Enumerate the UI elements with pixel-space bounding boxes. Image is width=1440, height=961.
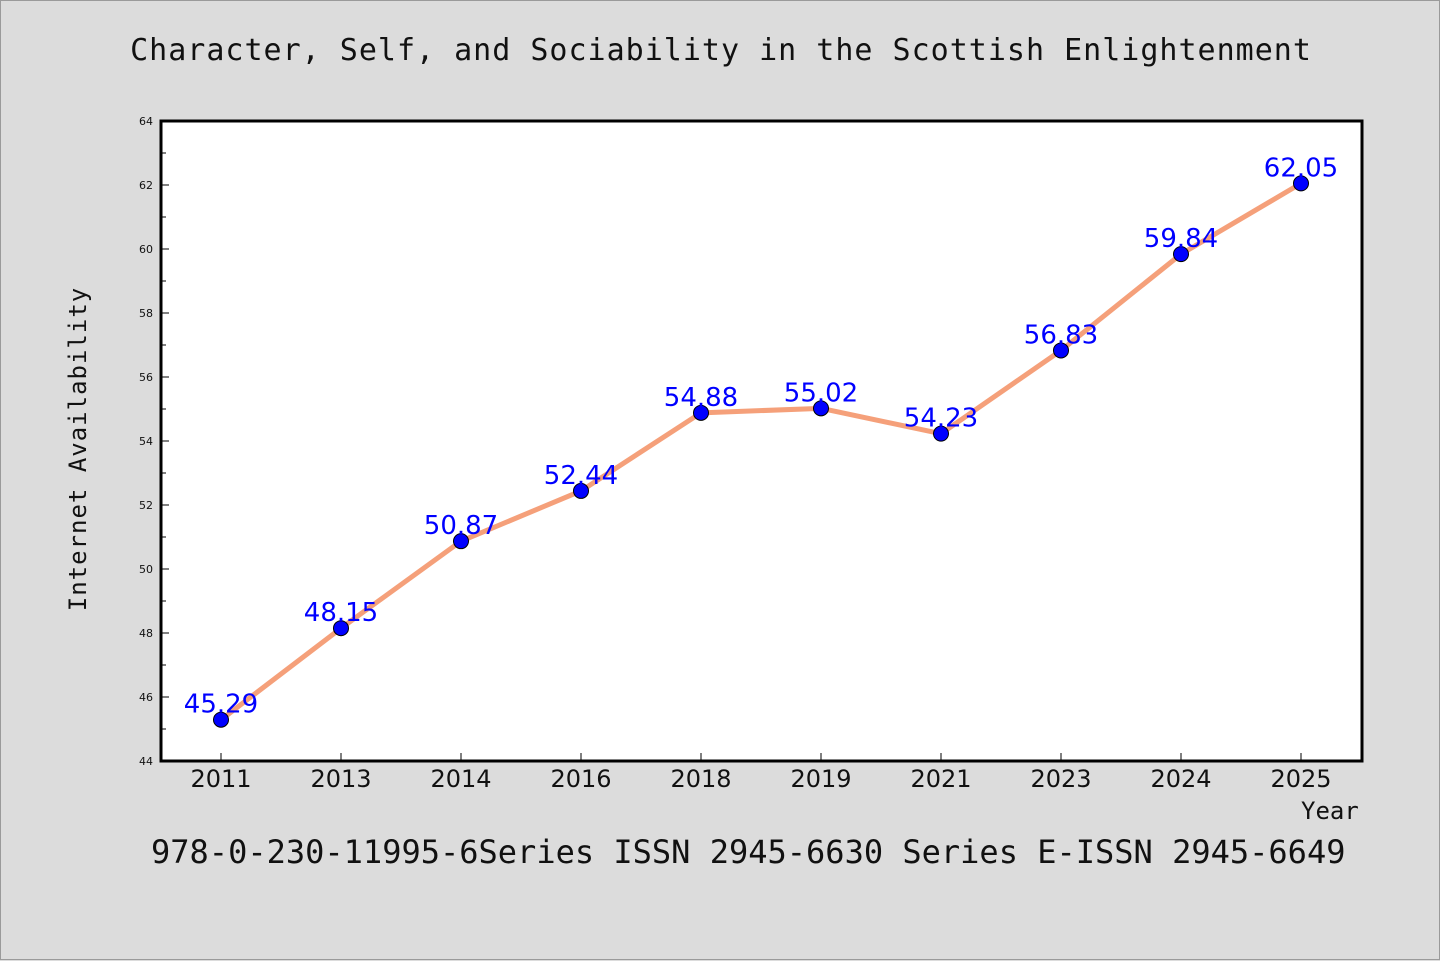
- y-axis-label: Internet Availability: [64, 286, 92, 612]
- data-label: 50.87: [424, 511, 498, 541]
- data-point: [1053, 342, 1069, 359]
- y-tick-label: 50: [139, 563, 153, 576]
- y-axis: 44 46 48 50 52 54 56 58 60 62 64: [139, 115, 169, 768]
- data-point: [693, 404, 709, 421]
- plot-area: [161, 121, 1362, 761]
- x-tick-label: 2025: [1270, 765, 1331, 793]
- data-label: 48.15: [304, 598, 378, 628]
- data-point: [933, 425, 949, 442]
- data-label: 59.84: [1144, 224, 1218, 254]
- x-tick-label: 2019: [790, 765, 851, 793]
- data-label: 52.44: [544, 461, 618, 491]
- data-point: [813, 400, 829, 417]
- y-tick-label: 52: [139, 499, 153, 512]
- chart-title: Character, Self, and Sociability in the …: [130, 33, 1312, 68]
- data-label: 56.83: [1024, 320, 1098, 350]
- y-tick-label: 56: [139, 371, 153, 384]
- data-point: [1293, 175, 1309, 192]
- y-tick-label: 48: [139, 627, 153, 640]
- x-tick-label: 2024: [1150, 765, 1211, 793]
- series-line: [219, 181, 1303, 722]
- y-tick-label: 46: [139, 691, 153, 704]
- data-label: 55.02: [784, 378, 858, 408]
- data-point: [213, 711, 229, 728]
- x-tick-label: 2018: [670, 765, 731, 793]
- data-point: [573, 482, 589, 499]
- data-labels: 45.29 48.15 50.87 52.44 54.88 55.02 54.23 56.83…: [184, 153, 1338, 719]
- x-tick-label: 2014: [430, 765, 491, 793]
- data-point: [453, 533, 469, 550]
- data-point: [1173, 246, 1189, 263]
- footer-isbn-text: 978-0-230-11995-6Series ISSN 2945-6630 S…: [151, 833, 1346, 871]
- x-axis: 2011 2013 2014 2016 2018 2019 2021 2023 2024 2025: [190, 753, 1332, 793]
- data-point: [333, 620, 349, 637]
- data-label: 54.88: [664, 383, 738, 413]
- data-label: 62.05: [1264, 153, 1338, 183]
- x-axis-label: Year: [1301, 797, 1359, 825]
- y-tick-label: 44: [139, 755, 153, 768]
- x-tick-label: 2021: [910, 765, 971, 793]
- plot-border: [159, 119, 1364, 763]
- y-tick-label: 54: [139, 435, 153, 448]
- data-label: 45.29: [184, 690, 258, 720]
- y-tick-label: 62: [139, 179, 153, 192]
- x-tick-label: 2016: [550, 765, 611, 793]
- x-tick-label: 2023: [1030, 765, 1091, 793]
- y-tick-label: 64: [139, 115, 153, 128]
- x-tick-label: 2013: [310, 765, 371, 793]
- y-tick-label: 58: [139, 307, 153, 320]
- y-tick-label: 60: [139, 243, 153, 256]
- x-tick-label: 2011: [190, 765, 251, 793]
- series-markers: [213, 175, 1309, 728]
- data-label: 54.23: [904, 404, 978, 434]
